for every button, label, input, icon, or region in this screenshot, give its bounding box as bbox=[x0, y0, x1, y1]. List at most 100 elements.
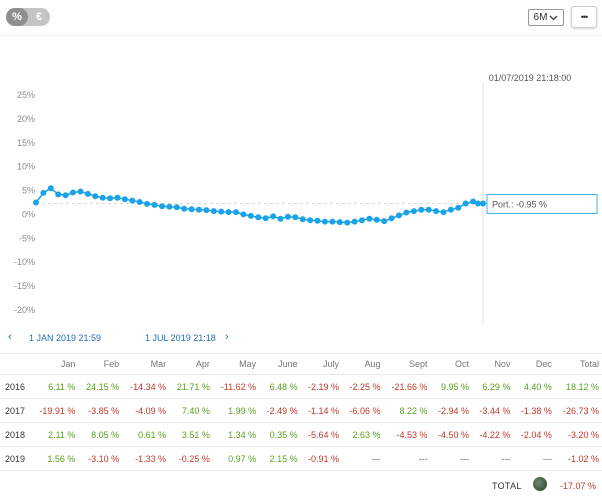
table-cell: -4.22 % bbox=[472, 422, 514, 447]
more-icon: ••• bbox=[580, 12, 589, 22]
table-cell: -2.25 % bbox=[342, 374, 384, 399]
table-cell: -0.91 % bbox=[300, 446, 343, 471]
table-cell: -1.02 % bbox=[554, 446, 602, 471]
date-range-end[interactable]: 1 JUL 2019 21:18 bbox=[145, 333, 216, 343]
percent-toggle-button[interactable]: % bbox=[6, 8, 28, 26]
date-range-start[interactable]: 1 JAN 2019 21:59 bbox=[29, 333, 102, 343]
data-point bbox=[314, 217, 321, 224]
table-header-cell: Apr bbox=[169, 353, 213, 375]
table-cell: -1.33 % bbox=[122, 446, 170, 471]
data-point bbox=[475, 200, 482, 207]
table-cell: -4.50 % bbox=[430, 422, 472, 447]
y-tick-label: 10% bbox=[17, 162, 35, 172]
data-point bbox=[433, 208, 440, 215]
table-cell: -3.20 % bbox=[554, 422, 602, 447]
table-cell: --- bbox=[342, 446, 384, 471]
data-point bbox=[351, 218, 358, 225]
data-point bbox=[84, 190, 91, 197]
table-cell: 0.97 % bbox=[212, 446, 260, 471]
y-tick-label: -10% bbox=[14, 257, 35, 267]
table-header-cell: Jan bbox=[31, 353, 79, 375]
table-cell: --- bbox=[383, 446, 431, 471]
data-point bbox=[410, 208, 417, 215]
table-header-year bbox=[0, 353, 32, 375]
data-point bbox=[136, 199, 143, 205]
data-point bbox=[144, 200, 151, 207]
data-point bbox=[447, 206, 454, 213]
table-cell: 7.40 % bbox=[169, 398, 213, 423]
data-point bbox=[33, 199, 39, 206]
table-cell: 2.63 % bbox=[342, 422, 384, 447]
period-select[interactable]: 6M bbox=[528, 9, 564, 26]
data-point bbox=[173, 204, 180, 211]
table-cell: 9.95 % bbox=[430, 374, 472, 399]
data-point bbox=[470, 198, 477, 205]
data-point bbox=[329, 218, 336, 225]
y-tick-label: -5% bbox=[19, 233, 35, 243]
more-options-button[interactable]: ••• bbox=[571, 6, 597, 28]
table-cell: -3.10 % bbox=[78, 446, 123, 471]
data-point bbox=[62, 192, 69, 199]
performance-chart[interactable]: 25% 20% 15% 10% 5% 0% -5% -10% -15% -20% 01/07/201… bbox=[0, 60, 602, 330]
data-point bbox=[307, 217, 314, 224]
table-cell: -2.94 % bbox=[430, 398, 472, 423]
toolbar-divider bbox=[0, 35, 602, 36]
table-cell: 3.51 % bbox=[169, 422, 213, 447]
data-point bbox=[262, 215, 269, 222]
next-period-arrow[interactable]: › bbox=[225, 331, 229, 343]
data-point bbox=[247, 212, 254, 219]
data-point bbox=[196, 206, 202, 213]
row-year-label: 2016 bbox=[0, 374, 32, 399]
table-cell: -0.25 % bbox=[169, 446, 213, 471]
crosshair-date-label: 01/07/2019 21:18:00 bbox=[489, 73, 572, 83]
y-tick-label: 0% bbox=[22, 209, 35, 219]
data-point bbox=[210, 208, 217, 215]
table-row: 2016 6.11 % 24.15 % -14.34 % 21.71 % -11.62 %… bbox=[0, 374, 602, 399]
prev-period-arrow[interactable]: ‹ bbox=[8, 331, 12, 343]
performance-chart-container: 25% 20% 15% 10% 5% 0% -5% -10% -15% -20% 01/07/201… bbox=[0, 60, 602, 335]
table-cell: -21.66 % bbox=[383, 374, 431, 399]
table-cell: -19.91 % bbox=[31, 398, 79, 423]
table-cell: -11.62 % bbox=[212, 374, 260, 399]
data-point bbox=[388, 215, 395, 222]
data-point bbox=[403, 209, 410, 216]
chevron-down-icon bbox=[549, 15, 558, 20]
table-cell: 21.71 % bbox=[169, 374, 213, 399]
data-point bbox=[284, 213, 291, 220]
data-point bbox=[336, 219, 343, 226]
table-cell: 1.34 % bbox=[212, 422, 260, 447]
table-cell: -26.73 % bbox=[554, 398, 602, 423]
table-header-cell: Dec bbox=[513, 353, 555, 375]
table-cell: -6.06 % bbox=[342, 398, 384, 423]
data-point bbox=[151, 201, 158, 208]
table-cell: -4.53 % bbox=[383, 422, 431, 447]
data-point bbox=[462, 200, 469, 207]
table-cell: 4.40 % bbox=[513, 374, 555, 399]
data-point bbox=[188, 206, 195, 213]
table-cell: 6.48 % bbox=[259, 374, 301, 399]
unit-toggle[interactable]: % € bbox=[6, 8, 50, 26]
data-point bbox=[233, 209, 239, 216]
data-point bbox=[47, 185, 54, 192]
data-point bbox=[55, 191, 62, 198]
total-label: TOTAL bbox=[492, 481, 522, 491]
table-cell: 18.12 % bbox=[554, 374, 602, 399]
tooltip-box bbox=[486, 193, 598, 214]
table-row: 2018 2.11 % 8.05 % 0.61 % 3.51 % 1.34 % 0.35 %… bbox=[0, 422, 602, 447]
row-year-label: 2018 bbox=[0, 422, 32, 447]
data-point bbox=[240, 211, 247, 218]
y-tick-label: 15% bbox=[17, 138, 35, 148]
data-point bbox=[99, 194, 106, 201]
data-point bbox=[166, 203, 173, 210]
table-header-cell: Oct bbox=[430, 353, 472, 375]
table-header-cell: May bbox=[212, 353, 260, 375]
data-point bbox=[107, 195, 114, 202]
table-header-cell: Mar bbox=[122, 353, 170, 375]
table-cell: 0.61 % bbox=[122, 422, 170, 447]
data-point bbox=[292, 214, 299, 221]
euro-toggle-button[interactable]: € bbox=[35, 11, 43, 23]
y-tick-label: -20% bbox=[14, 305, 35, 315]
data-point bbox=[121, 196, 128, 203]
row-year-label: 2019 bbox=[0, 446, 32, 471]
data-point bbox=[440, 209, 447, 216]
